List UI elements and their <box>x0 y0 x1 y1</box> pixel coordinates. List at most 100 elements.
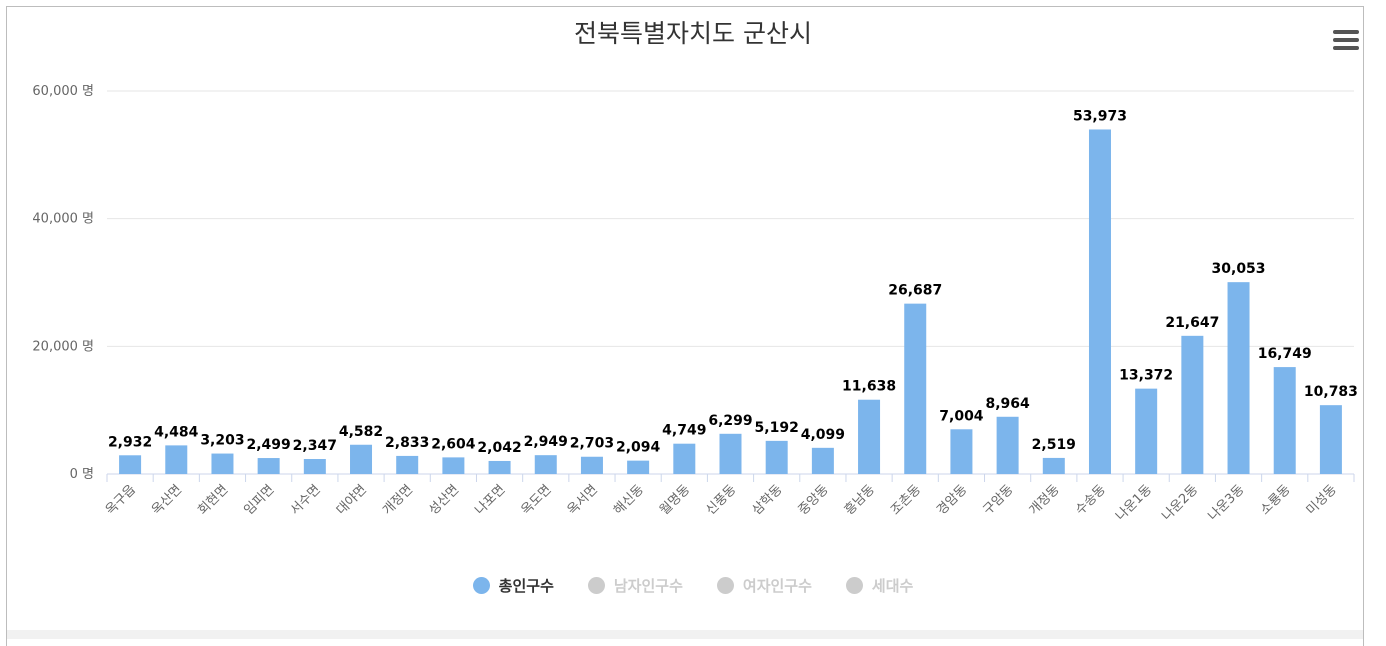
legend-item[interactable]: 총인구수 <box>472 575 554 596</box>
data-label: 4,099 <box>801 427 845 443</box>
data-label: 8,964 <box>985 396 1030 412</box>
x-tick-label: 개정동 <box>1027 482 1063 518</box>
x-tick-label: 옥도면 <box>519 482 555 518</box>
legend-dot-icon <box>472 576 490 594</box>
bottom-strip <box>7 630 1363 639</box>
bar-chart: 0 명 20,000 명 40,000 명 60,000 명 2,932 옥구읍 4,484… <box>32 84 1358 524</box>
legend-label: 총인구수 <box>498 576 554 595</box>
legend-dot-icon <box>716 576 734 594</box>
bar <box>627 460 650 474</box>
legend-label: 세대수 <box>871 576 914 595</box>
bar <box>673 443 696 474</box>
data-label: 2,703 <box>570 436 614 452</box>
data-label: 13,372 <box>1119 368 1173 384</box>
x-tick-label: 삼학동 <box>750 482 786 518</box>
data-label: 2,604 <box>431 436 476 452</box>
chart-container <box>6 6 1364 646</box>
x-tick-label: 나운3동 <box>1206 482 1248 524</box>
y-tick-label: 40,000 명 <box>32 212 94 227</box>
bar <box>904 303 927 474</box>
data-label: 2,042 <box>477 440 521 456</box>
bar <box>1135 388 1158 474</box>
bar <box>1042 457 1065 474</box>
x-tick-label: 월명동 <box>657 482 693 518</box>
bar <box>442 457 465 474</box>
x-tick-label: 조촌동 <box>888 482 924 518</box>
data-label: 4,582 <box>339 424 383 440</box>
legend: 총인구수 남자인구수 여자인구수 세대수 <box>0 573 1386 597</box>
data-label: 11,638 <box>842 379 896 395</box>
x-tick-label: 회현면 <box>195 482 231 518</box>
bar <box>996 416 1019 474</box>
bar <box>950 429 973 474</box>
hamburger-menu-icon[interactable] <box>1333 30 1359 52</box>
x-tick-label: 소룡동 <box>1258 482 1294 518</box>
data-label: 2,347 <box>293 438 337 454</box>
x-tick-label: 중앙동 <box>796 482 832 518</box>
x-tick-label: 해신동 <box>611 482 647 518</box>
data-label: 2,833 <box>385 435 429 451</box>
data-label: 10,783 <box>1304 384 1358 400</box>
bar <box>350 444 373 474</box>
bar <box>303 459 326 474</box>
x-tick-label: 개정면 <box>380 482 416 518</box>
x-tick-label: 흥남동 <box>842 482 878 518</box>
x-tick-label: 성산면 <box>426 482 462 518</box>
legend-label: 여자인구수 <box>742 576 812 595</box>
data-label: 5,192 <box>755 420 799 436</box>
x-tick-label: 대야면 <box>334 482 370 518</box>
x-tick-label: 구암동 <box>980 482 1016 518</box>
data-label: 16,749 <box>1258 346 1312 362</box>
x-tick-label: 서수면 <box>288 482 324 518</box>
y-tick-label: 60,000 명 <box>32 84 94 99</box>
bar <box>1181 335 1204 474</box>
legend-item[interactable]: 세대수 <box>845 575 914 596</box>
bar <box>119 455 142 474</box>
x-tick-label: 미성동 <box>1304 482 1340 518</box>
legend-label: 남자인구수 <box>613 576 683 595</box>
x-tick-label: 나운2동 <box>1159 482 1201 524</box>
bar <box>165 445 188 474</box>
legend-item[interactable]: 여자인구수 <box>716 575 812 596</box>
data-label: 3,203 <box>200 433 244 449</box>
x-tick-label: 나운1동 <box>1113 482 1155 524</box>
x-tick-label: 수송동 <box>1073 482 1109 518</box>
bar <box>396 455 419 474</box>
legend-dot-icon <box>587 576 605 594</box>
x-tick-label: 경암동 <box>934 482 970 518</box>
bar <box>1273 367 1296 474</box>
bar <box>1319 405 1342 474</box>
data-label: 2,094 <box>616 440 661 456</box>
bar <box>719 433 742 474</box>
bar <box>211 453 234 474</box>
data-label: 6,299 <box>708 413 752 429</box>
bar <box>811 447 834 474</box>
x-tick-label: 임피면 <box>241 482 277 518</box>
data-label: 30,053 <box>1212 261 1266 277</box>
bar <box>257 458 280 474</box>
data-label: 26,687 <box>888 283 942 299</box>
x-tick-label: 나포면 <box>472 482 508 518</box>
bar <box>534 455 557 474</box>
chart-title: 전북특별자치도 군산시 <box>574 19 812 48</box>
bar <box>1088 129 1111 474</box>
bar <box>488 460 511 474</box>
data-label: 4,749 <box>662 423 706 439</box>
data-label: 21,647 <box>1165 315 1219 331</box>
legend-item[interactable]: 남자인구수 <box>587 575 683 596</box>
bar <box>858 399 881 474</box>
data-label: 4,484 <box>154 424 199 440</box>
x-tick-label: 옥구읍 <box>103 482 139 518</box>
data-label: 2,949 <box>524 434 568 450</box>
data-label: 2,932 <box>108 434 152 450</box>
data-label: 53,973 <box>1073 108 1127 124</box>
y-tick-label: 20,000 명 <box>32 339 94 354</box>
y-tick-label: 0 명 <box>70 467 94 482</box>
data-label: 7,004 <box>939 408 984 424</box>
data-label: 2,499 <box>246 437 290 453</box>
x-tick-label: 옥서면 <box>565 482 601 518</box>
x-tick-label: 신풍동 <box>703 482 739 518</box>
bar <box>1227 282 1250 474</box>
bar <box>580 456 603 474</box>
legend-dot-icon <box>845 576 863 594</box>
